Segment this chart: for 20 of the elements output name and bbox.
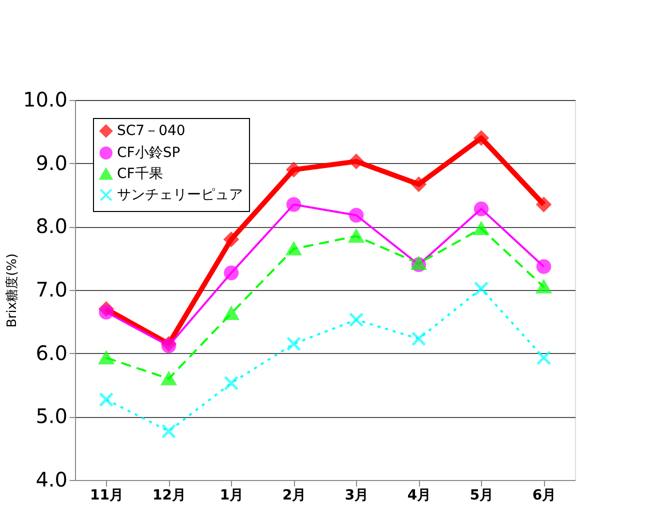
y-tick-label: 6.0 bbox=[36, 340, 68, 365]
x-tick-label: 5月 bbox=[470, 488, 494, 504]
y-tick-label: 5.0 bbox=[36, 404, 68, 428]
legend-label: SC7－040 bbox=[117, 123, 186, 139]
y-tick-label: 7.0 bbox=[36, 278, 68, 302]
x-tick-label: 3月 bbox=[344, 488, 369, 504]
legend-label: CF小鈴SP bbox=[117, 145, 180, 161]
x-tick-label: 1月 bbox=[220, 488, 244, 504]
legend-label: サンチェリーピュア bbox=[117, 187, 243, 203]
legend-label: CF千果 bbox=[117, 166, 163, 182]
y-tick-label: 9.0 bbox=[36, 150, 68, 175]
y-tick-label: 10.0 bbox=[22, 88, 68, 112]
y-axis-title: Brix糖度(%) bbox=[4, 253, 20, 328]
y-tick-label: 8.0 bbox=[36, 214, 68, 238]
x-tick-label: 12月 bbox=[152, 488, 186, 504]
x-tick-label: 2月 bbox=[282, 488, 306, 504]
x-tick-label: 11月 bbox=[90, 488, 124, 504]
x-tick-label: 4月 bbox=[407, 488, 432, 504]
x-tick-label: 6月 bbox=[532, 488, 556, 504]
y-tick-label: 4.0 bbox=[36, 468, 68, 492]
